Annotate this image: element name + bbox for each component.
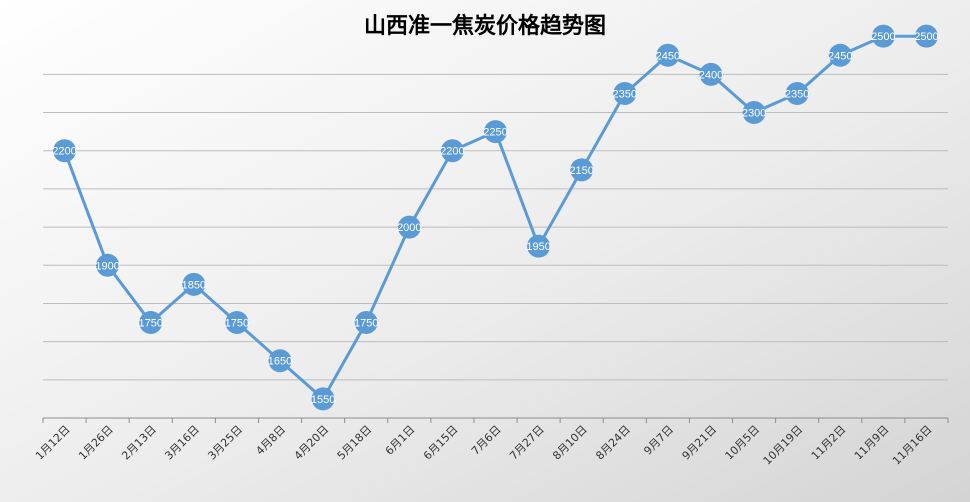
- data-label: 1650: [268, 356, 292, 368]
- data-point: [785, 81, 809, 105]
- data-point: [570, 158, 594, 182]
- data-point: [354, 311, 378, 335]
- data-point: [440, 139, 464, 163]
- data-label: 1750: [138, 318, 162, 330]
- data-point: [613, 81, 637, 105]
- data-label: 2350: [613, 88, 637, 100]
- data-point: [656, 43, 680, 67]
- gridlines: [43, 73, 948, 381]
- data-label: 1900: [95, 260, 119, 272]
- data-label: 2350: [785, 88, 809, 100]
- data-label: 2150: [569, 165, 593, 177]
- data-label: 2300: [742, 108, 766, 120]
- data-point: [914, 24, 938, 48]
- data-point: [828, 43, 852, 67]
- data-point: [225, 311, 249, 335]
- data-point: [527, 234, 551, 258]
- data-point: [182, 272, 206, 296]
- data-label: 2200: [440, 146, 464, 158]
- data-label: 1750: [354, 318, 378, 330]
- data-label: 1850: [182, 279, 206, 291]
- series-line: 2200 1900 1750 1850 1750 1650 1550 1750 2000 2200…: [52, 24, 939, 411]
- data-point: [742, 101, 766, 125]
- data-label: 2250: [483, 127, 507, 139]
- data-label: 2200: [52, 146, 76, 158]
- data-label: 2500: [914, 31, 938, 43]
- data-point: [96, 253, 120, 277]
- data-label: 2500: [871, 31, 895, 43]
- data-point: [139, 311, 163, 335]
- data-point: [699, 62, 723, 86]
- chart-title: 山西准一焦炭价格趋势图: [364, 13, 606, 39]
- data-label: 2450: [828, 50, 852, 62]
- data-label: 1550: [311, 394, 335, 406]
- data-point: [871, 24, 895, 48]
- data-label: 1750: [225, 318, 249, 330]
- data-label: 2450: [656, 50, 680, 62]
- data-label: 1950: [526, 241, 550, 253]
- data-point: [311, 387, 335, 411]
- data-point: [484, 120, 507, 144]
- data-label: 2000: [397, 222, 421, 234]
- x-axis: [42, 417, 949, 423]
- data-point: [53, 139, 77, 163]
- data-label: 2400: [699, 69, 723, 81]
- data-point: [397, 215, 421, 239]
- data-point: [268, 349, 292, 373]
